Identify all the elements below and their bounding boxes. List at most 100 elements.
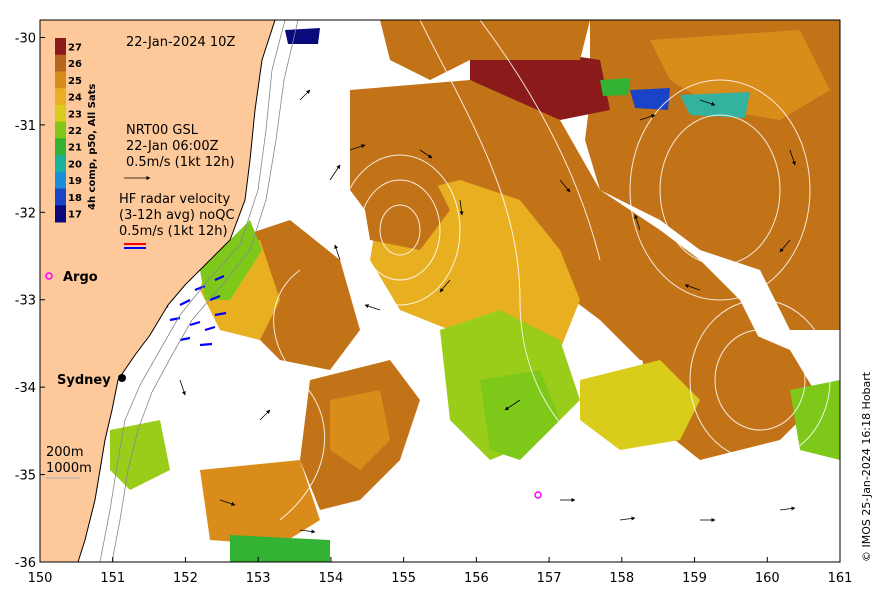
hf-radar-arrow [214,274,225,282]
current-arrow [439,279,451,293]
colorbar-tick-label: 21 [68,143,82,154]
ssh-contour [714,329,806,431]
x-tick-label: 157 [537,571,562,586]
sst-patch-south-yellow [330,390,390,470]
current-arrow [634,214,641,231]
argo-marker-legend [45,272,53,280]
current-arrow [364,304,381,311]
colorbar-tick-label: 27 [68,42,82,53]
y-tick-label: -34 [15,381,36,396]
y-tick-label: -32 [15,206,36,221]
sst-patch-green-deep [480,370,560,460]
colorbar-swatch [55,71,66,89]
sydney-label: Sydney [57,373,111,388]
y-axis: -30 -31 -32 -33 -34 -35 -36 [15,31,45,571]
x-tick-label: 156 [464,571,489,586]
colorbar-swatch [55,171,66,190]
hf-radar-arrow [209,294,221,302]
current-arrow [619,516,636,521]
y-tick-label: -31 [15,119,36,134]
ssh-contour [419,20,641,481]
isobath-1000m [111,20,299,562]
colorbar-tick-label: 26 [68,59,82,70]
colorbar: 27 26 25 24 23 22 21 20 19 18 17 4h comp, p50, All… [55,38,98,223]
y-tick-label: -33 [15,294,36,309]
current-arrow [299,529,316,534]
colorbar-swatch [55,205,66,223]
current-arrow [419,149,433,159]
current-arrow [779,239,791,253]
current-arrow [259,409,271,421]
argo-float-marker [534,491,542,499]
colorbar-tick-label: 24 [68,93,82,104]
isobath-200m [99,20,286,562]
x-axis: 150 151 152 153 154 155 156 157 158 159 160 161 [28,557,853,586]
x-tick-label: 150 [28,571,53,586]
x-tick-label: 154 [318,571,343,586]
hf-legend-line3: 0.5m/s (1kt 12h) [119,224,228,239]
colorbar-tick-label: 22 [68,126,82,137]
hf-legend-line2: (3-12h avg) noQC [119,208,235,223]
colorbar-swatch [55,188,66,206]
colorbar-tick-label: 20 [68,159,82,170]
hf-legend-line1: HF radar velocity [119,192,231,207]
x-tick-label: 152 [173,571,198,586]
isobath-200-label: 200m [46,445,83,460]
colorbar-label: 4h comp, p50, All Sats [87,84,98,210]
ssh-contour [359,179,441,281]
current-arrow [789,149,796,166]
sst-patch-east-yellow [580,360,700,450]
colorbar-tick-label: 17 [68,210,82,221]
colorbar-tick-label: 18 [68,193,82,204]
current-arrow [329,164,341,181]
current-arrow [349,144,366,151]
credit-text: © IMOS 25-Jan-2024 16:18 Hobart [860,371,873,562]
hf-radar-arrow [179,299,191,306]
ssh-contour [689,299,831,461]
colorbar-swatch [55,138,66,156]
ssh-contour [273,269,326,521]
x-tick-label: 159 [682,571,707,586]
isobath-1000-label: 1000m [46,461,92,476]
hf-radar-arrow [204,325,216,332]
current-arrow [699,99,716,106]
colorbar-tick-label: 19 [68,176,82,187]
sst-patch-ne-light [650,30,830,120]
colorbar-tick-label: 25 [68,76,82,87]
ssh-contour [379,204,421,256]
colorbar-swatch [55,155,66,173]
current-arrow [684,284,701,291]
current-arrow [779,506,796,511]
current-arrow [219,499,236,506]
gsl-legend-line3: 0.5m/s (1kt 12h) [126,155,235,170]
x-tick-label: 151 [100,571,125,586]
gsl-legend-line1: NRT00 GSL [126,123,199,138]
x-tick-label: 153 [246,571,271,586]
current-arrow [459,199,464,216]
ssh-contour [629,79,811,301]
sst-patch-top-orange [380,20,590,80]
x-tick-label: 161 [828,571,853,586]
x-tick-label: 160 [755,571,780,586]
current-arrow [179,379,186,396]
ssh-contour [339,154,461,306]
sst-patch-navy-north [285,28,320,44]
plot-frame [39,19,841,563]
sst-patch-sw-green [230,535,330,562]
y-tick-label: -35 [15,469,36,484]
sst-patch-blue-north [630,88,670,110]
sst-patch-coast-south [110,420,170,490]
ssh-contour [479,20,601,261]
ssh-contours [273,20,831,521]
plot-area [40,20,840,562]
colorbar-swatch [55,38,66,56]
current-arrow [504,399,521,411]
y-tick-label: -36 [15,556,36,571]
current-arrow [299,89,311,101]
colorbar-swatch [55,88,66,106]
sydney-marker [118,374,126,382]
argo-label: Argo [63,270,98,285]
current-arrow [559,179,571,193]
sst-patch-green-north [600,78,630,96]
